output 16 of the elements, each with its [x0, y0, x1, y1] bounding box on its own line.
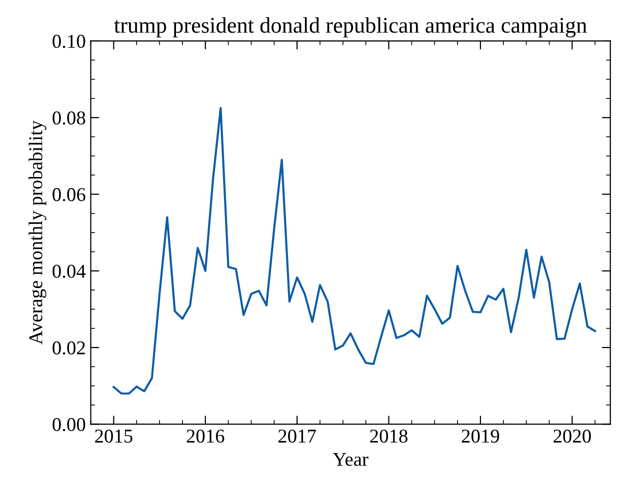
x-tick-label: 2018 [370, 430, 408, 443]
y-tick-label: 0.00 [52, 418, 86, 432]
x-tick-label: 2019 [462, 430, 500, 443]
line-series [112, 106, 596, 395]
chart-title: trump president donald republican america campaign [114, 17, 587, 38]
x-axis-title: Year [332, 452, 368, 466]
x-tick-label: 2015 [95, 430, 132, 443]
y-tick-label: 0.06 [52, 188, 86, 202]
y-tick-label: 0.02 [52, 341, 85, 355]
y-axis-title: Average monthly probability [28, 120, 46, 345]
x-tick-label: 2017 [278, 430, 316, 443]
x-tick-label: 2016 [186, 430, 224, 443]
x-tick-label: 2020 [554, 430, 591, 443]
y-tick-label: 0.10 [52, 34, 86, 48]
y-tick-label: 0.04 [52, 264, 86, 278]
y-tick-label: 0.08 [52, 111, 86, 125]
